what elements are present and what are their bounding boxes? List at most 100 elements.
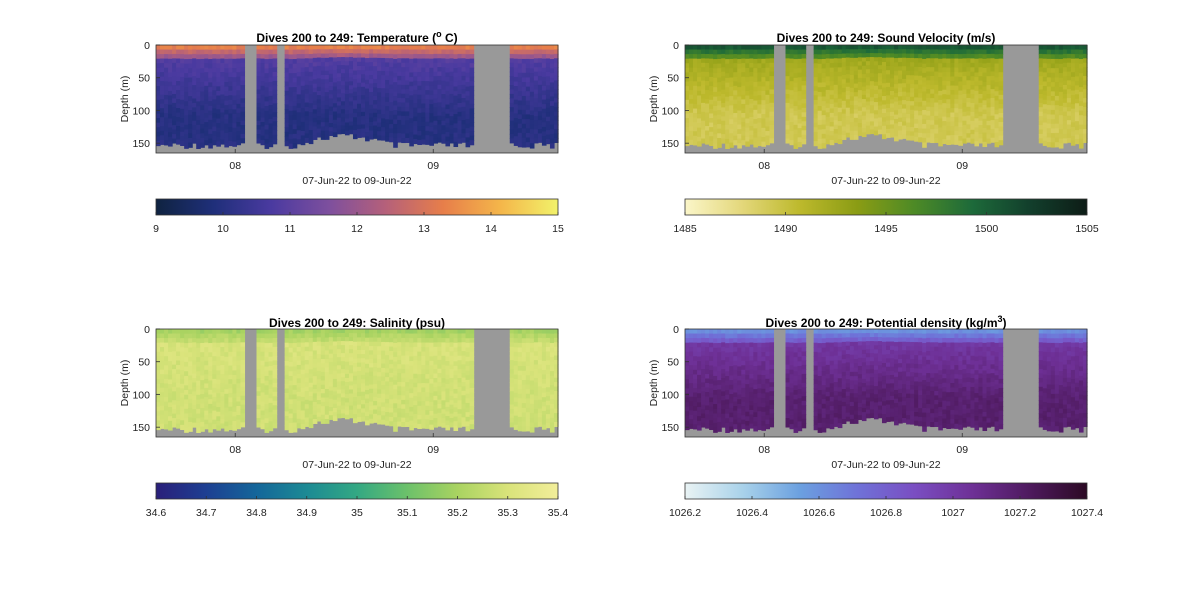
- heatmap-cell: [313, 92, 318, 97]
- heatmap-cell: [870, 85, 875, 90]
- heatmap-cell: [970, 54, 975, 59]
- heatmap-cell: [192, 81, 197, 86]
- heatmap-cell: [305, 116, 310, 121]
- heatmap-cell: [902, 87, 907, 92]
- heatmap-cell: [345, 98, 350, 103]
- heatmap-cell: [257, 130, 262, 135]
- heatmap-cell: [357, 70, 362, 75]
- heatmap-cell: [156, 50, 161, 55]
- heatmap-cell: [753, 54, 758, 59]
- heatmap-cell: [188, 91, 193, 96]
- heatmap-cell: [341, 101, 346, 106]
- heatmap-cell: [1051, 124, 1056, 129]
- heatmap-cell: [850, 75, 855, 80]
- heatmap-cell: [176, 365, 181, 370]
- heatmap-cell: [269, 68, 274, 73]
- heatmap-cell: [689, 59, 694, 64]
- heatmap-cell: [240, 49, 245, 54]
- heatmap-cell: [838, 76, 843, 81]
- heatmap-cell: [429, 59, 434, 64]
- heatmap-cell: [542, 95, 547, 100]
- heatmap-cell: [701, 94, 706, 99]
- heatmap-cell: [269, 394, 274, 399]
- heatmap-cell: [790, 86, 795, 91]
- heatmap-cell: [325, 131, 330, 136]
- heatmap-cell: [216, 380, 221, 385]
- heatmap-cell: [938, 45, 943, 50]
- heatmap-cell: [285, 141, 290, 146]
- heatmap-cell: [958, 91, 963, 96]
- heatmap-cell: [514, 95, 519, 100]
- heatmap-cell: [216, 114, 221, 119]
- heatmap-cell: [866, 61, 871, 66]
- heatmap-cell: [261, 81, 266, 86]
- heatmap-cell: [1039, 107, 1044, 112]
- heatmap-cell: [409, 72, 414, 77]
- heatmap-cell: [458, 94, 463, 99]
- heatmap-cell: [228, 109, 233, 114]
- heatmap-cell: [168, 334, 173, 339]
- heatmap-cell: [822, 129, 827, 134]
- heatmap-cell: [550, 64, 555, 69]
- heatmap-cell: [208, 338, 213, 343]
- heatmap-cell: [377, 372, 382, 377]
- heatmap-cell: [349, 130, 354, 135]
- heatmap-cell: [236, 374, 241, 379]
- heatmap-cell: [164, 397, 169, 402]
- heatmap-cell: [285, 366, 290, 371]
- heatmap-cell: [208, 399, 213, 404]
- heatmap-cell: [538, 133, 543, 138]
- heatmap-cell: [822, 87, 827, 92]
- heatmap-cell: [293, 82, 298, 87]
- heatmap-cell: [341, 57, 346, 62]
- heatmap-cell: [938, 123, 943, 128]
- heatmap-cell: [982, 82, 987, 87]
- heatmap-cell: [220, 423, 225, 428]
- heatmap-cell: [1043, 113, 1048, 118]
- heatmap-cell: [269, 361, 274, 366]
- heatmap-cell: [321, 368, 326, 373]
- colorbar-tick-label: 14: [485, 223, 497, 235]
- heatmap-cell: [437, 120, 442, 125]
- heatmap-cell: [453, 86, 458, 91]
- heatmap-cell: [429, 127, 434, 132]
- heatmap-cell: [1059, 106, 1064, 111]
- heatmap-cell: [725, 92, 730, 97]
- heatmap-cell: [1047, 119, 1052, 124]
- heatmap-cell: [429, 86, 434, 91]
- heatmap-cell: [168, 141, 173, 146]
- heatmap-cell: [188, 73, 193, 78]
- heatmap-cell: [309, 338, 314, 343]
- heatmap-cell: [838, 85, 843, 90]
- heatmap-cell: [910, 54, 915, 59]
- heatmap-cell: [168, 398, 173, 403]
- heatmap-cell: [216, 389, 221, 394]
- heatmap-cell: [240, 396, 245, 401]
- heatmap-cell: [265, 78, 270, 83]
- heatmap-cell: [991, 94, 996, 99]
- heatmap-cell: [405, 98, 410, 103]
- heatmap-cell: [257, 369, 262, 374]
- heatmap-cell: [882, 134, 887, 139]
- heatmap-cell: [325, 114, 330, 119]
- heatmap-cell: [510, 134, 515, 139]
- heatmap-cell: [978, 49, 983, 54]
- heatmap-cell: [725, 97, 730, 102]
- heatmap-cell: [329, 337, 334, 342]
- heatmap-cell: [894, 115, 899, 120]
- heatmap-cell: [918, 89, 923, 94]
- heatmap-cell: [196, 395, 201, 400]
- heatmap-cell: [204, 59, 209, 64]
- heatmap-cell: [834, 49, 839, 54]
- heatmap-cell: [417, 126, 422, 131]
- heatmap-cell: [914, 132, 919, 137]
- heatmap-cell: [453, 105, 458, 110]
- heatmap-cell: [701, 54, 706, 59]
- heatmap-cell: [329, 103, 334, 108]
- heatmap-cell: [369, 393, 374, 398]
- heatmap-cell: [357, 367, 362, 372]
- heatmap-cell: [341, 381, 346, 386]
- heatmap-cell: [309, 351, 314, 356]
- heatmap-cell: [894, 75, 899, 80]
- heatmap-cell: [261, 352, 266, 357]
